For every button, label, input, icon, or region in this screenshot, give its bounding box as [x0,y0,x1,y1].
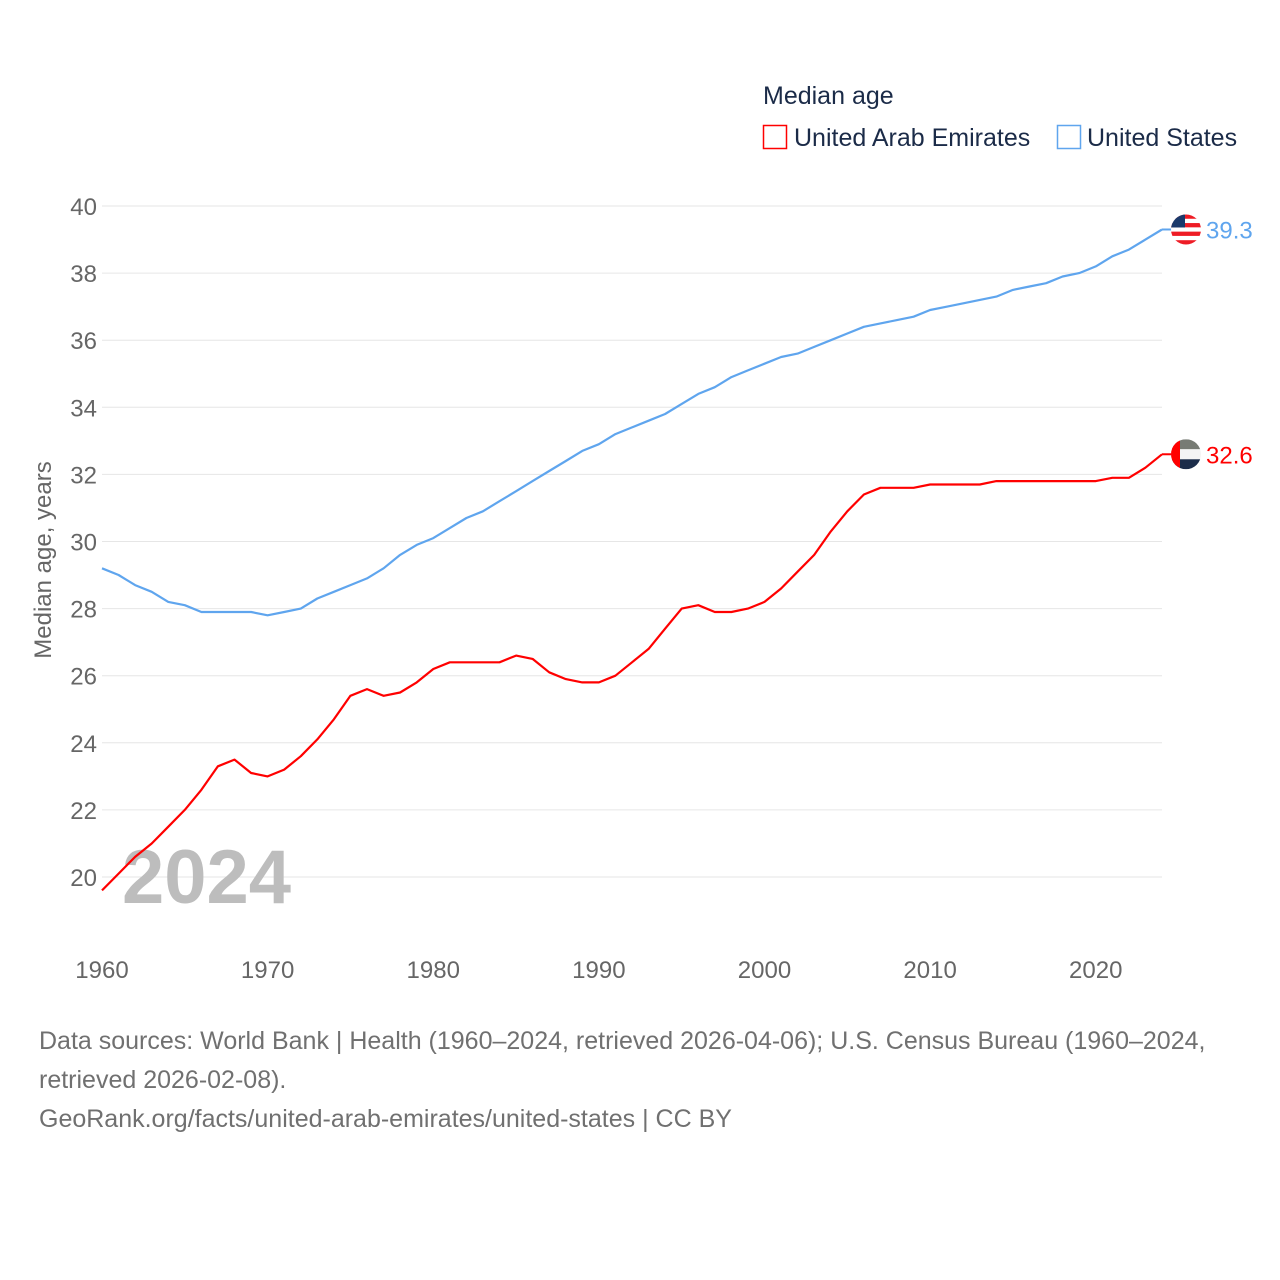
y-tick-label: 34 [70,395,97,422]
flag-stripe [1171,214,1201,220]
series-line-us [101,228,1163,617]
x-tick-label: 1980 [407,957,460,984]
legend-label-us: United States [1087,124,1237,152]
y-tick-label: 26 [70,664,97,691]
line-chart: 20 22 24 26 28 30 32 34 36 38 40 1960 1970 1980 1990 2… [30,82,1253,984]
end-value-label: 32.6 [1206,442,1253,469]
gridlines [102,205,1162,878]
series-line-uae [101,453,1163,892]
y-tick-label: 22 [70,798,97,825]
legend-item-uae[interactable]: United Arab Emirates [762,124,1031,152]
x-tick-label: 2000 [738,957,791,984]
x-axis-ticks: 1960 1970 1980 1990 2000 2010 2020 [75,957,1122,984]
flag-band-bottom [1171,459,1201,470]
x-tick-label: 2020 [1069,957,1122,984]
flag-body [1171,439,1201,470]
y-tick-label: 38 [70,261,97,288]
y-tick-label: 32 [70,462,97,489]
y-axis-label: Median age, years [30,461,57,658]
y-axis-ticks: 20 22 24 26 28 30 32 34 36 38 40 [70,194,97,892]
flag-band-top [1171,439,1201,450]
flag-hoist [1171,439,1180,470]
legend-title: Median age [763,82,894,110]
y-tick-label: 30 [70,530,97,557]
data-sources: Data sources: World Bank | Health (1960–… [39,1027,1206,1094]
us-flag-icon [1171,214,1201,245]
series-lines [101,228,1163,892]
y-tick-label: 40 [70,194,97,221]
year-watermark: 2024 [122,835,291,920]
legend-item-us[interactable]: United States [1056,124,1238,152]
flag-stripe [1171,223,1201,228]
y-tick-label: 20 [70,865,97,892]
flag-stripe [1171,227,1201,232]
source-link[interactable]: GeoRank.org/facts/united-arab-emirates/u… [39,1105,732,1133]
y-tick-label: 28 [70,597,97,624]
end-markers: 32.6 39.3 [1162,214,1253,470]
flag-stripe [1171,218,1201,224]
uae-flag-icon [1171,439,1201,470]
flag-stripe [1171,231,1201,237]
footer: Data sources: World Bank | Health (1960–… [39,1022,1249,1139]
y-tick-label: 24 [70,731,97,758]
y-tick-label: 36 [70,328,97,355]
flag-band-mid [1171,449,1201,460]
flag-body [1171,214,1201,245]
x-tick-label: 1990 [572,957,625,984]
legend-swatch-uae [762,124,788,150]
legend-label-uae: United Arab Emirates [794,124,1030,152]
end-value-label: 39.3 [1206,217,1253,244]
x-tick-label: 2010 [903,957,956,984]
x-tick-label: 1960 [75,957,128,984]
x-tick-label: 1970 [241,957,294,984]
flag-stripe [1171,235,1201,241]
legend-swatch-us [1056,124,1082,150]
flag-stripe [1171,240,1201,245]
flag-canton [1171,214,1185,228]
